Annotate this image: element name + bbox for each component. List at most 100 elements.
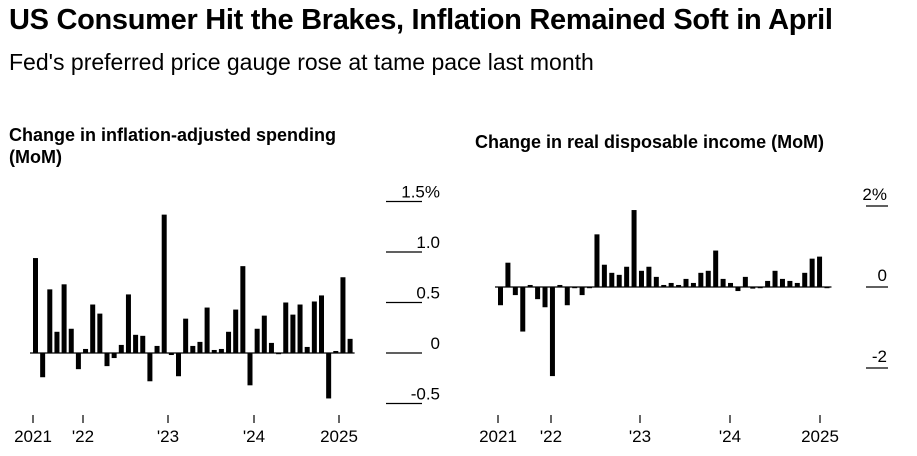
bar	[261, 315, 267, 353]
bar	[705, 270, 711, 287]
bar	[742, 276, 748, 287]
x-tick-label: 2021	[14, 427, 52, 446]
bar	[311, 301, 317, 353]
x-tick-label: '22	[540, 427, 562, 446]
bar	[520, 287, 526, 332]
bar	[176, 353, 181, 377]
bar	[218, 348, 224, 353]
bar	[631, 210, 637, 287]
bar	[498, 287, 503, 306]
bar	[713, 250, 719, 287]
bar	[772, 270, 778, 287]
y-tick-label: 1.5%	[401, 183, 440, 202]
bar	[283, 302, 289, 353]
bar	[319, 295, 324, 353]
bar	[594, 234, 600, 287]
bar	[190, 345, 196, 353]
panel-title-line: Change in inflation-adjusted spending	[9, 125, 336, 145]
x-tick-label: 2021	[479, 427, 517, 446]
bar	[616, 274, 622, 287]
bar	[564, 287, 570, 306]
bar	[824, 287, 830, 289]
bar	[757, 287, 763, 289]
bar	[787, 280, 793, 287]
bar	[720, 278, 726, 287]
bar	[75, 353, 81, 370]
y-tick-label: 0	[878, 266, 887, 285]
x-tick-label: '22	[72, 427, 94, 446]
bar	[140, 335, 146, 353]
y-tick-label: -2	[872, 347, 887, 366]
bar	[233, 309, 239, 353]
bar	[765, 280, 771, 287]
bar	[197, 341, 203, 353]
bar	[572, 287, 578, 289]
bar	[204, 307, 210, 353]
x-tick-label: '23	[629, 427, 651, 446]
bar	[549, 287, 555, 377]
bar	[646, 266, 652, 287]
bar	[624, 266, 630, 287]
bar	[254, 328, 260, 353]
bar	[247, 353, 253, 386]
bar	[683, 278, 689, 287]
bar	[133, 334, 139, 353]
bar	[668, 282, 674, 287]
main-title: US Consumer Hit the Brakes, Inflation Re…	[9, 4, 833, 36]
bar	[587, 287, 593, 289]
bar	[333, 350, 339, 353]
panel-title-line: Change in real disposable income (MoM)	[475, 132, 824, 152]
bar	[240, 266, 246, 353]
bar	[290, 314, 296, 353]
bar	[268, 342, 274, 353]
y-tick-label: 2%	[862, 185, 887, 204]
panel-title-line: (MoM)	[9, 147, 62, 167]
bar	[33, 258, 38, 353]
x-tick-label: '24	[243, 427, 265, 446]
bar	[68, 328, 74, 353]
bar	[809, 258, 815, 287]
bar	[735, 287, 741, 292]
bar	[535, 287, 541, 300]
bar	[276, 353, 282, 355]
bar	[183, 318, 189, 353]
bar	[83, 348, 89, 353]
bar	[542, 287, 548, 308]
bar	[698, 272, 704, 287]
bar	[125, 294, 131, 353]
x-tick-label: '23	[157, 427, 179, 446]
bar	[750, 287, 756, 289]
bar	[557, 284, 563, 287]
bar	[161, 214, 167, 353]
x-tick-label: '24	[719, 427, 741, 446]
bar	[147, 353, 153, 382]
bar	[54, 331, 60, 353]
bar	[90, 304, 96, 353]
bar	[661, 284, 667, 287]
bar	[104, 353, 110, 367]
bar	[61, 284, 67, 353]
y-tick-label: 0.5	[416, 284, 440, 303]
bar	[527, 284, 533, 287]
bar	[40, 353, 46, 378]
y-tick-label: 1.0	[416, 233, 440, 252]
bar	[47, 289, 53, 353]
main-subtitle: Fed's preferred price gauge rose at tame…	[9, 49, 594, 75]
bar	[304, 346, 310, 353]
bar	[211, 349, 217, 353]
bar	[168, 353, 174, 356]
bar	[728, 282, 734, 287]
bar	[601, 264, 607, 287]
bar	[802, 272, 808, 287]
bar	[690, 282, 696, 287]
bar	[326, 353, 332, 399]
bar	[154, 345, 160, 353]
bar	[226, 331, 232, 353]
bar	[638, 270, 644, 287]
y-tick-label: -0.5	[411, 385, 440, 404]
bar	[340, 277, 346, 353]
bar	[297, 304, 303, 353]
x-tick-label: 2025	[320, 427, 358, 446]
bar	[779, 278, 785, 287]
